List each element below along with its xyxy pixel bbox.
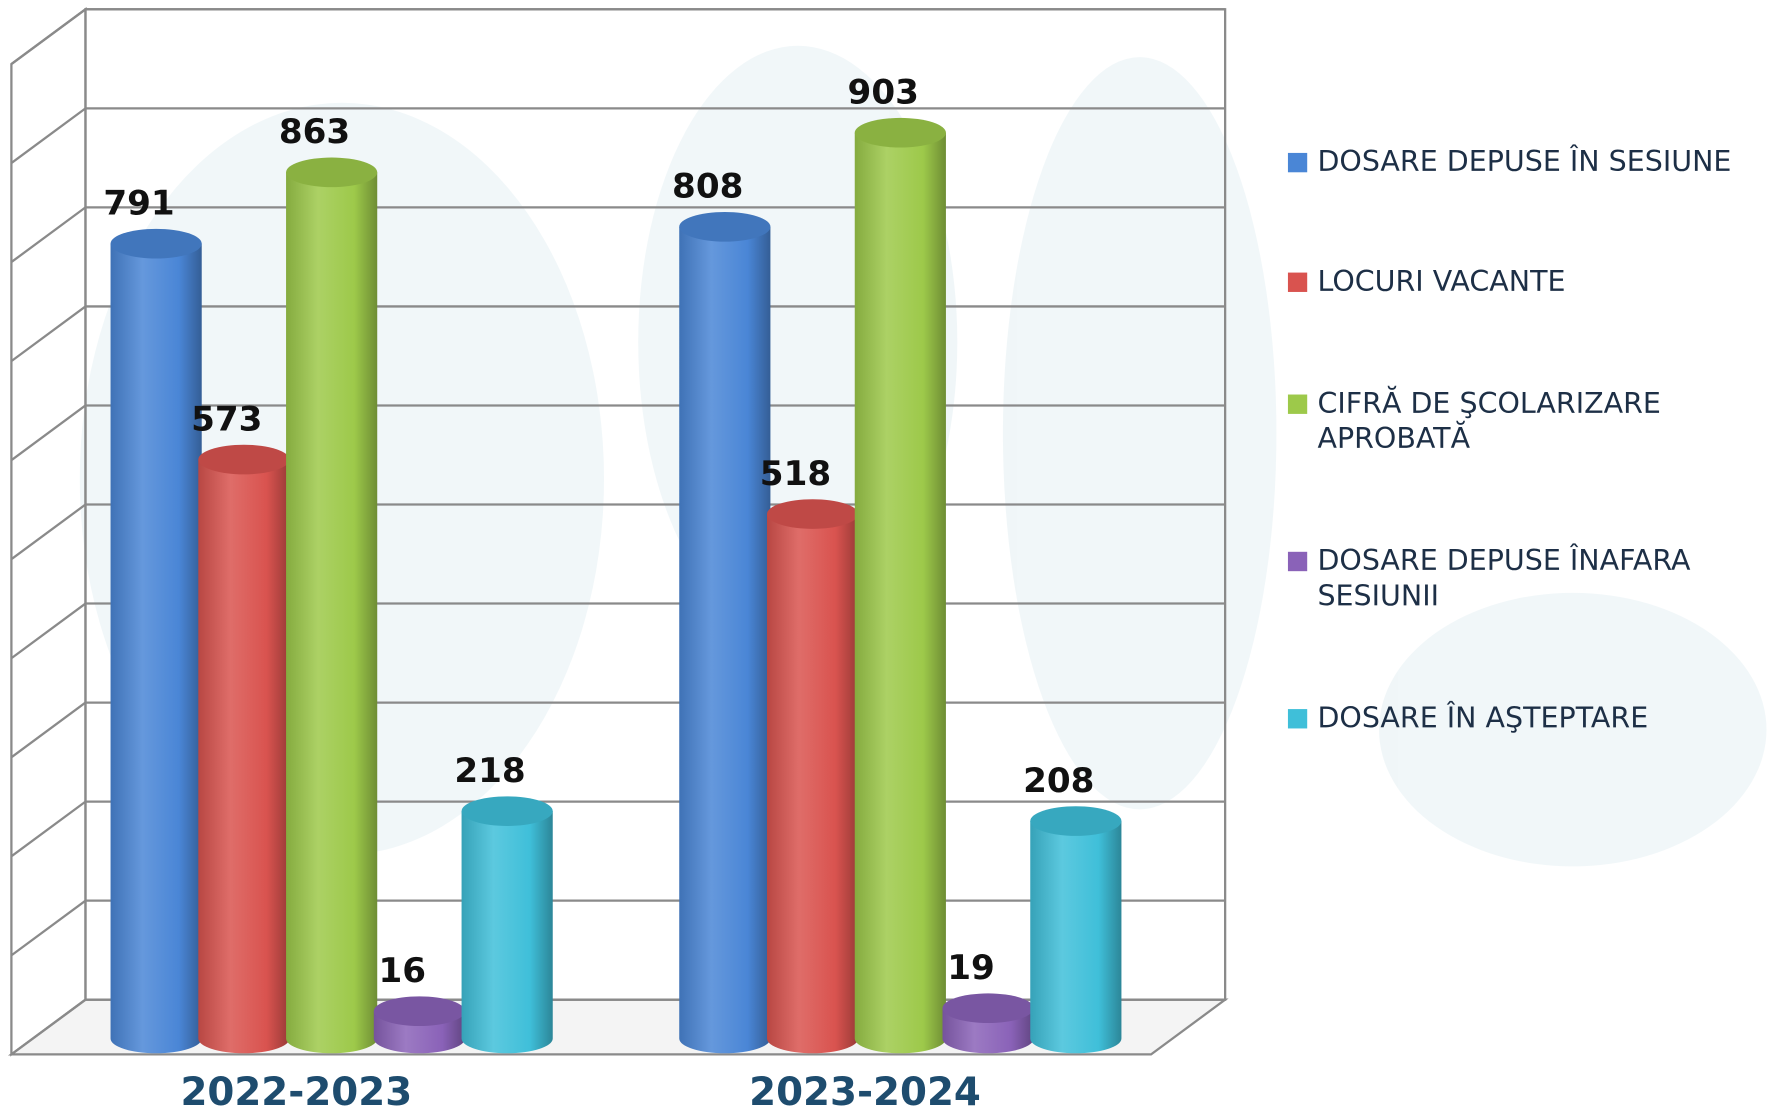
bar-cap [943,993,1034,1023]
bar [462,811,553,1053]
bar-cap [855,118,946,148]
bar-cap [374,996,465,1026]
legend-item: CIFRĂ DE ŞCOLARIZARE APROBATĂ [1288,385,1767,456]
bar-cap [1030,806,1121,836]
bar [767,514,858,1053]
legend-item: DOSARE ÎN AŞTEPTARE [1288,700,1767,735]
bar-cap [462,796,553,826]
bar [679,227,770,1053]
data-label: 903 [848,72,919,112]
bar [1030,821,1121,1053]
bar [111,244,202,1054]
bar-cap [679,212,770,242]
legend-label: DOSARE DEPUSE ÎN SESIUNE [1317,144,1731,179]
legend-swatch [1288,273,1307,292]
data-label: 808 [672,167,743,207]
bar-cap [198,445,289,475]
legend-swatch [1288,552,1307,571]
data-label: 791 [103,183,174,223]
legend-item: DOSARE DEPUSE ÎN SESIUNE [1288,144,1767,179]
data-label: 218 [454,751,525,791]
data-label: 16 [379,951,427,991]
x-tick-label: 2023-2024 [749,1070,981,1115]
legend-swatch [1288,395,1307,414]
legend-label: DOSARE DEPUSE ÎNAFARA SESIUNII [1317,543,1761,614]
legend-box: DOSARE DEPUSE ÎN SESIUNE LOCURI VACANTE CI… [1288,114,1787,798]
data-label: 863 [279,112,350,152]
chart: 791 573 863 16 218 808 518 903 19 208 DOSARE DEPU… [0,0,1787,1115]
x-tick-label: 2022-2023 [180,1070,412,1115]
legend-item: DOSARE DEPUSE ÎNAFARA SESIUNII [1288,543,1767,614]
legend-label: DOSARE ÎN AŞTEPTARE [1317,700,1648,735]
bar-cap [767,499,858,529]
bar [198,460,289,1054]
legend: DOSARE DEPUSE ÎN SESIUNE LOCURI VACANTE CI… [1288,114,1787,798]
bar-cap [111,229,202,259]
legend-label: LOCURI VACANTE [1317,263,1565,298]
legend-swatch [1288,153,1307,172]
legend-swatch [1288,709,1307,728]
data-label: 518 [760,454,831,494]
bar [286,172,377,1053]
data-label: 573 [191,399,262,439]
bar-cap [286,158,377,188]
data-label: 19 [947,948,995,988]
bar [855,133,946,1054]
data-label: 208 [1023,761,1094,801]
legend-item: LOCURI VACANTE [1288,263,1767,298]
legend-label: CIFRĂ DE ŞCOLARIZARE APROBATĂ [1317,385,1761,456]
